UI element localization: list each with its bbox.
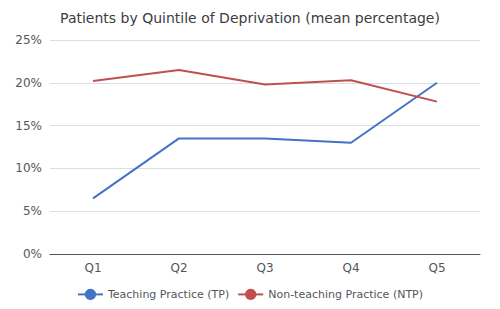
svg-text:5%: 5%	[23, 204, 42, 218]
svg-text:10%: 10%	[15, 161, 42, 175]
svg-text:Q4: Q4	[342, 261, 359, 275]
svg-text:20%: 20%	[15, 76, 42, 90]
svg-text:Teaching Practice (TP): Teaching Practice (TP)	[107, 288, 229, 301]
svg-text:25%: 25%	[15, 33, 42, 47]
svg-text:Q3: Q3	[256, 261, 273, 275]
svg-text:0%: 0%	[23, 247, 42, 261]
svg-text:Non-teaching Practice (NTP): Non-teaching Practice (NTP)	[268, 288, 423, 301]
svg-text:15%: 15%	[15, 119, 42, 133]
svg-text:Q2: Q2	[170, 261, 187, 275]
svg-text:Q1: Q1	[84, 261, 101, 275]
svg-text:Q5: Q5	[428, 261, 445, 275]
svg-text:Patients by Quintile of Depriv: Patients by Quintile of Deprivation (mea…	[60, 10, 440, 26]
